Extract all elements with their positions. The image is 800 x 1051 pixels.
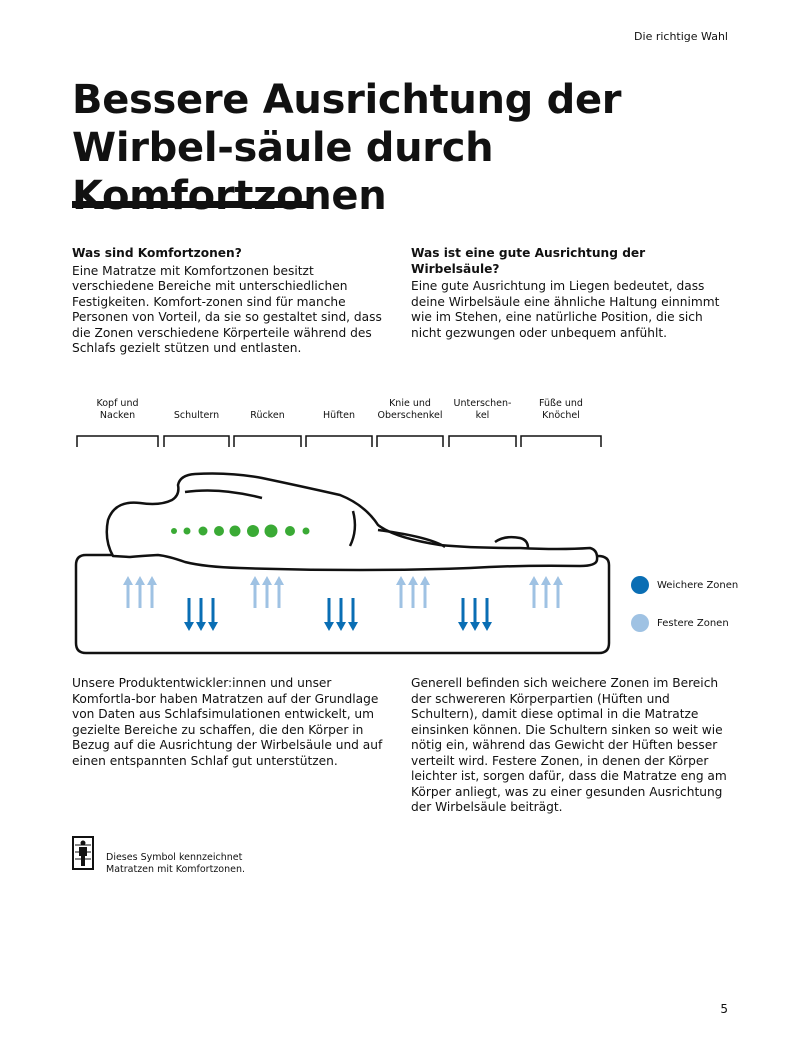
arrow-down-icon [208, 598, 218, 631]
arrow-down-icon [348, 598, 358, 631]
zone-bracket [376, 435, 444, 447]
arrow-down-icon [324, 598, 334, 631]
legend-soft-label: Weichere Zonen [657, 579, 739, 591]
arrow-down-icon [470, 598, 480, 631]
spine-vertebra-dot [247, 525, 259, 537]
arrow-down-icon [336, 598, 346, 631]
spine-vertebra-dot [229, 525, 241, 537]
zone-bracket [305, 435, 373, 447]
arrow-up-icon [135, 576, 145, 608]
arrow-up-icon [274, 576, 284, 608]
arrow-down-icon [482, 598, 492, 631]
arrow-up-icon [420, 576, 430, 608]
arrow-up-icon [262, 576, 272, 608]
spine-vertebra-dot [302, 527, 310, 535]
hip-line [348, 510, 357, 547]
legend-soft-swatch [631, 576, 649, 594]
body-right-text: Generell befinden sich weichere Zonen im… [411, 676, 727, 814]
spine-vertebra-dot [183, 527, 191, 535]
zone-label: Kopf und Nacken [96, 398, 139, 421]
zone-bracket [163, 435, 230, 447]
page-title: Bessere Ausrichtung der Wirbel-säule dur… [72, 77, 622, 219]
legend-soft: Weichere Zonen [631, 576, 738, 594]
spine-vertebra-dot [171, 528, 177, 534]
spine-vertebra-dot [198, 526, 208, 536]
title-rule [72, 201, 309, 208]
legend-firm-swatch [631, 614, 649, 632]
arrow-up-icon [123, 576, 133, 608]
leg-line [377, 528, 530, 549]
spine-vertebra-dot [264, 524, 278, 538]
section-header: Die richtige Wahl [634, 30, 728, 43]
zone-label: Knie und Oberschenkel [377, 398, 443, 421]
page-number: 5 [720, 1002, 728, 1016]
legend-firm-label: Festere Zonen [657, 617, 729, 629]
legend-firm: Festere Zonen [631, 614, 729, 632]
zone-label: Hüften [323, 410, 355, 421]
zone-label: Rücken [250, 410, 285, 421]
spine-vertebra-dot [285, 526, 295, 536]
body-outline [105, 472, 599, 572]
intro-left-heading: Was sind Komfortzonen? [72, 246, 242, 260]
arrow-up-icon [541, 576, 551, 608]
body-left-text: Unsere Produktentwickler:innen und unser… [72, 676, 383, 768]
body-left: Unsere Produktentwickler:innen und unser… [72, 676, 397, 769]
intro-left: Was sind Komfortzonen? Eine Matratze mit… [72, 246, 397, 357]
arrow-down-icon [458, 598, 468, 631]
spine-vertebra-dot [214, 526, 224, 536]
zone-label: Füße und Knöchel [539, 398, 583, 421]
zone-label: Unterschen- kel [453, 398, 512, 421]
arrow-up-icon [396, 576, 406, 608]
arrow-up-icon [147, 576, 157, 608]
zone-bracket [520, 435, 602, 447]
intro-right-heading: Was ist eine gute Ausrichtung der Wirbel… [411, 246, 646, 276]
arm-outline [184, 489, 263, 500]
mattress-outline [74, 553, 611, 655]
arrow-up-icon [553, 576, 563, 608]
intro-right: Was ist eine gute Ausrichtung der Wirbel… [411, 246, 731, 341]
comfort-zone-symbol-icon [72, 836, 94, 870]
arrow-down-icon [184, 598, 194, 631]
zone-bracket [233, 435, 302, 447]
arrow-up-icon [250, 576, 260, 608]
arrow-up-icon [529, 576, 539, 608]
zone-label: Schultern [173, 410, 220, 421]
arrow-down-icon [196, 598, 206, 631]
arrow-up-icon [408, 576, 418, 608]
zone-bracket [448, 435, 517, 447]
zone-bracket [76, 435, 159, 447]
body-right: Generell befinden sich weichere Zonen im… [411, 676, 731, 816]
intro-right-text: Eine gute Ausrichtung im Liegen bedeutet… [411, 279, 720, 340]
symbol-note: Dieses Symbol kennzeichnet Matratzen mit… [106, 852, 246, 875]
intro-left-text: Eine Matratze mit Komfortzonen besitzt v… [72, 263, 382, 356]
